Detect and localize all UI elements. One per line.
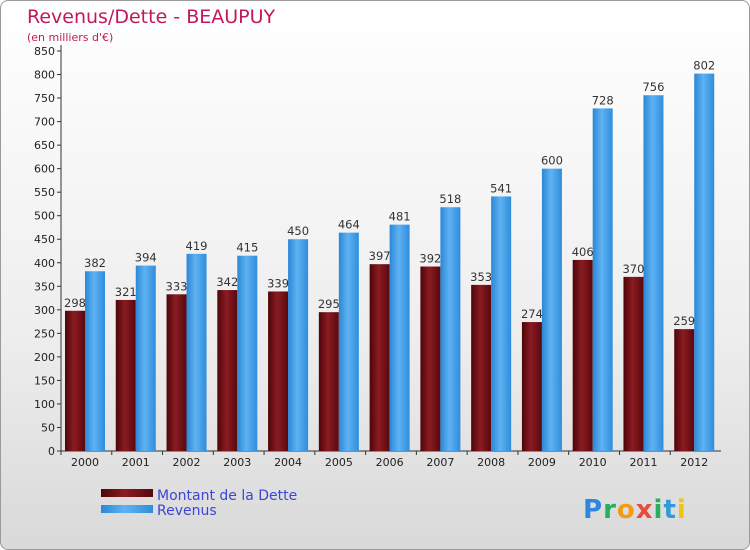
y-tick-label: 400 bbox=[34, 257, 55, 270]
x-tick-label: 2003 bbox=[223, 456, 251, 469]
x-tick-label: 2000 bbox=[71, 456, 99, 469]
y-tick-label: 0 bbox=[48, 445, 55, 458]
debt-value-label: 274 bbox=[521, 307, 543, 321]
revenue-value-label: 518 bbox=[439, 192, 461, 206]
y-tick-label: 800 bbox=[34, 69, 55, 82]
debt-value-label: 392 bbox=[419, 252, 441, 266]
y-tick-label: 250 bbox=[34, 327, 55, 340]
debt-bar bbox=[420, 266, 441, 451]
debt-bar bbox=[65, 310, 85, 451]
debt-value-label: 339 bbox=[267, 276, 289, 290]
revenue-value-label: 464 bbox=[338, 218, 360, 232]
x-tick-label: 2010 bbox=[579, 456, 607, 469]
x-tick-label: 2001 bbox=[122, 456, 150, 469]
revenue-value-label: 481 bbox=[389, 210, 411, 224]
debt-value-label: 370 bbox=[622, 262, 644, 276]
revenue-value-label: 728 bbox=[592, 93, 614, 107]
y-tick-label: 600 bbox=[34, 163, 55, 176]
y-tick-label: 750 bbox=[34, 92, 55, 105]
y-tick-label: 450 bbox=[34, 233, 55, 246]
legend-label-revenue: Revenus bbox=[157, 503, 217, 519]
revenue-bar bbox=[440, 207, 461, 451]
x-tick-label: 2005 bbox=[325, 456, 353, 469]
legend: Montant de la Dette Revenus bbox=[101, 488, 297, 519]
bars-group bbox=[65, 73, 715, 452]
x-tick-label: 2007 bbox=[426, 456, 454, 469]
revenue-bar bbox=[491, 196, 512, 451]
debt-bar bbox=[217, 290, 238, 451]
revenue-value-label: 382 bbox=[84, 256, 106, 270]
debt-value-label: 321 bbox=[115, 285, 137, 299]
revenue-value-label: 600 bbox=[541, 154, 563, 168]
revenue-value-label: 394 bbox=[135, 251, 157, 265]
revenue-bar bbox=[643, 95, 664, 451]
revenue-bar bbox=[694, 73, 715, 452]
debt-value-label: 259 bbox=[673, 314, 695, 328]
y-tick-label: 150 bbox=[34, 374, 55, 387]
revenue-value-label: 415 bbox=[236, 241, 258, 255]
x-tick-label: 2006 bbox=[376, 456, 404, 469]
debt-bar bbox=[521, 322, 542, 451]
debt-value-label: 353 bbox=[470, 270, 492, 284]
revenue-bar bbox=[237, 255, 258, 451]
revenue-value-label: 541 bbox=[490, 181, 512, 195]
revenue-bar bbox=[288, 239, 309, 451]
revenue-bar bbox=[389, 224, 410, 451]
revenue-value-label: 802 bbox=[693, 59, 715, 73]
revenue-bar bbox=[85, 271, 105, 451]
y-tick-label: 200 bbox=[34, 351, 55, 364]
svg-text:Proxiti: Proxiti bbox=[583, 495, 687, 525]
x-tick-label: 2012 bbox=[680, 456, 708, 469]
proxiti-logo: Proxiti bbox=[583, 495, 687, 525]
y-tick-label: 350 bbox=[34, 280, 55, 293]
debt-bar bbox=[115, 299, 136, 451]
value-labels: 298 382 321 394 333 419 342 415 339 450 295 464 397 4… bbox=[64, 59, 715, 329]
y-tick-label: 650 bbox=[34, 139, 55, 152]
debt-bar bbox=[674, 329, 695, 451]
debt-bar bbox=[268, 291, 289, 451]
y-tick-label: 550 bbox=[34, 186, 55, 199]
chart-subtitle: (en milliers d'€) bbox=[27, 31, 113, 44]
revenue-value-label: 756 bbox=[642, 80, 664, 94]
legend-swatch-revenue bbox=[101, 505, 153, 513]
y-tick-label: 100 bbox=[34, 398, 55, 411]
revenue-bar bbox=[592, 108, 613, 451]
debt-bar bbox=[572, 259, 593, 451]
x-tick-label: 2009 bbox=[528, 456, 556, 469]
revenue-value-label: 419 bbox=[186, 239, 208, 253]
debt-value-label: 406 bbox=[572, 245, 594, 259]
revenue-bar bbox=[135, 265, 156, 451]
y-tick-label: 850 bbox=[34, 45, 55, 58]
debt-bar bbox=[318, 312, 339, 451]
debt-bar bbox=[471, 284, 492, 451]
revenue-bar bbox=[186, 253, 207, 451]
revenue-value-label: 450 bbox=[287, 224, 309, 238]
debt-value-label: 397 bbox=[369, 249, 391, 263]
debt-bar bbox=[166, 294, 187, 451]
x-tick-label: 2004 bbox=[274, 456, 302, 469]
debt-value-label: 333 bbox=[166, 279, 188, 293]
revenue-bar bbox=[338, 232, 359, 451]
revenue-bar bbox=[541, 168, 562, 451]
x-tick-label: 2002 bbox=[173, 456, 201, 469]
debt-value-label: 342 bbox=[216, 275, 238, 289]
debt-value-label: 295 bbox=[318, 297, 340, 311]
debt-value-label: 298 bbox=[64, 296, 86, 310]
debt-bar bbox=[369, 264, 390, 451]
axes: 0 50 100 150 200 250 300 350 400 450 500 550 600 650 7… bbox=[34, 45, 721, 469]
y-tick-label: 700 bbox=[34, 116, 55, 129]
debt-bar bbox=[623, 276, 644, 451]
x-tick-label: 2011 bbox=[629, 456, 657, 469]
y-tick-label: 300 bbox=[34, 304, 55, 317]
y-tick-label: 500 bbox=[34, 210, 55, 223]
chart-title: Revenus/Dette - BEAUPUY bbox=[27, 6, 276, 28]
y-tick-label: 50 bbox=[41, 421, 55, 434]
x-tick-label: 2008 bbox=[477, 456, 505, 469]
legend-swatch-debt bbox=[101, 489, 153, 497]
legend-label-debt: Montant de la Dette bbox=[157, 488, 297, 504]
